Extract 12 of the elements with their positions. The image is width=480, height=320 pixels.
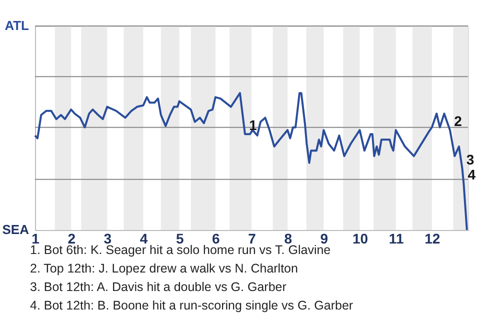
annotation: 1 bbox=[249, 117, 258, 134]
annotation: 3 bbox=[466, 151, 474, 168]
text: 4. Bot 12th: B. Boone hit a run-scoring single vs G. Garber bbox=[30, 298, 354, 312]
text: SEA bbox=[2, 222, 30, 237]
text: 2. Top 12th: J. Lopez drew a walk vs N. Charlton bbox=[30, 262, 298, 276]
x-tick-label: 12 bbox=[424, 230, 440, 246]
annotation: 4 bbox=[468, 166, 476, 182]
text: 3. Bot 12th: A. Davis hit a double vs G. Garber bbox=[30, 280, 286, 294]
text: ATL bbox=[4, 18, 30, 33]
annotation: 2 bbox=[454, 113, 462, 130]
x-tick-label: 11 bbox=[388, 230, 404, 246]
x-tick-label: 10 bbox=[352, 230, 368, 246]
